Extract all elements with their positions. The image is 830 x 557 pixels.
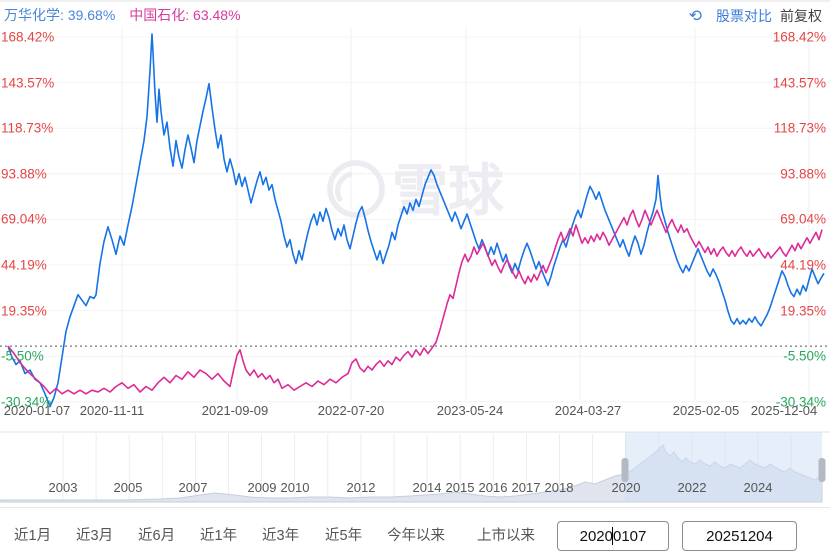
back-icon[interactable]: ⟲ [688,8,702,25]
y-tick-right: 168.42% [772,29,826,45]
x-tick: 2020-01-07 [3,403,71,418]
range-button-上市以来[interactable]: 上市以来 [477,528,535,544]
navigator-year: 2012 [346,480,376,495]
page-title: 股票对比 [716,8,772,24]
range-button-近1年[interactable]: 近1年 [200,528,238,544]
range-button-近1月[interactable]: 近1月 [14,528,52,544]
y-tick-left: 44.19% [1,257,47,273]
navigator-year: 2020 [611,480,641,495]
y-tick-left: 19.35% [1,303,47,319]
start-date-input[interactable] [557,521,669,551]
x-tick: 2025-12-04 [750,403,818,418]
navigator-year: 2014 [412,480,442,495]
watermark-logo-arc [335,171,353,203]
header-right: ⟲ 股票对比 前复权 [689,6,822,26]
x-tick: 2024-03-27 [554,403,622,418]
chart-legend: 万华化学: 39.68% 中国石化: 63.48% [4,5,255,25]
navigator-year: 2003 [48,480,78,495]
navigator-year: 2015 [445,480,475,495]
navigator-handle-right[interactable] [818,458,826,482]
x-tick: 2023-05-24 [436,403,504,418]
text-caret [612,527,613,545]
navigator-year: 2024 [743,480,773,495]
navigator-selection[interactable] [625,432,822,502]
y-tick-left: 168.42% [1,29,55,45]
navigator-year: 2005 [113,480,143,495]
range-button-近3年[interactable]: 近3年 [262,528,300,544]
y-tick-left: 143.57% [1,75,55,91]
y-tick-right: 44.19% [780,257,826,273]
legend-item-万华化学[interactable]: 万华化学: 39.68% [4,7,116,23]
range-button-近5年[interactable]: 近5年 [325,528,363,544]
y-tick-left: -5.50% [1,348,44,364]
navigator-year: 2022 [677,480,707,495]
y-tick-right: 93.88% [780,166,826,182]
adjust-mode-selector[interactable]: 前复权 [780,8,822,24]
y-tick-left: 69.04% [1,211,47,227]
range-button-近3月[interactable]: 近3月 [76,528,114,544]
y-tick-right: 118.73% [773,120,826,136]
navigator-handle-left[interactable] [621,458,629,482]
y-tick-right: 143.57% [772,75,826,91]
y-tick-right: 69.04% [780,211,826,227]
range-button-近6月[interactable]: 近6月 [138,528,176,544]
chart-plot-area[interactable] [0,27,830,402]
watermark-logo-icon [327,160,385,218]
x-tick: 2022-07-20 [317,403,385,418]
y-tick-right: 19.35% [780,303,826,319]
y-tick-right: -30.34% [775,394,826,410]
series-line-中国石化 [7,209,823,395]
y-tick-left: 118.73% [1,120,54,136]
y-tick-right: -5.50% [783,348,826,364]
navigator-year: 2018 [544,480,574,495]
range-button-今年以来[interactable]: 今年以来 [387,528,445,544]
navigator-year: 2017 [511,480,541,495]
navigator-year: 2010 [280,480,310,495]
x-tick: 2021-09-09 [201,403,269,418]
series-line-万华化学 [7,33,825,408]
navigator-year: 2007 [178,480,208,495]
end-date-input[interactable] [682,521,797,551]
navigator-year: 2009 [247,480,277,495]
x-tick: 2020-11-11 [79,403,145,418]
navigator-year: 2016 [478,480,508,495]
x-tick: 2025-02-05 [672,403,740,418]
y-tick-left: 93.88% [1,166,47,182]
legend-item-中国石化[interactable]: 中国石化: 63.48% [129,7,241,23]
y-tick-left: -30.34% [1,394,52,410]
